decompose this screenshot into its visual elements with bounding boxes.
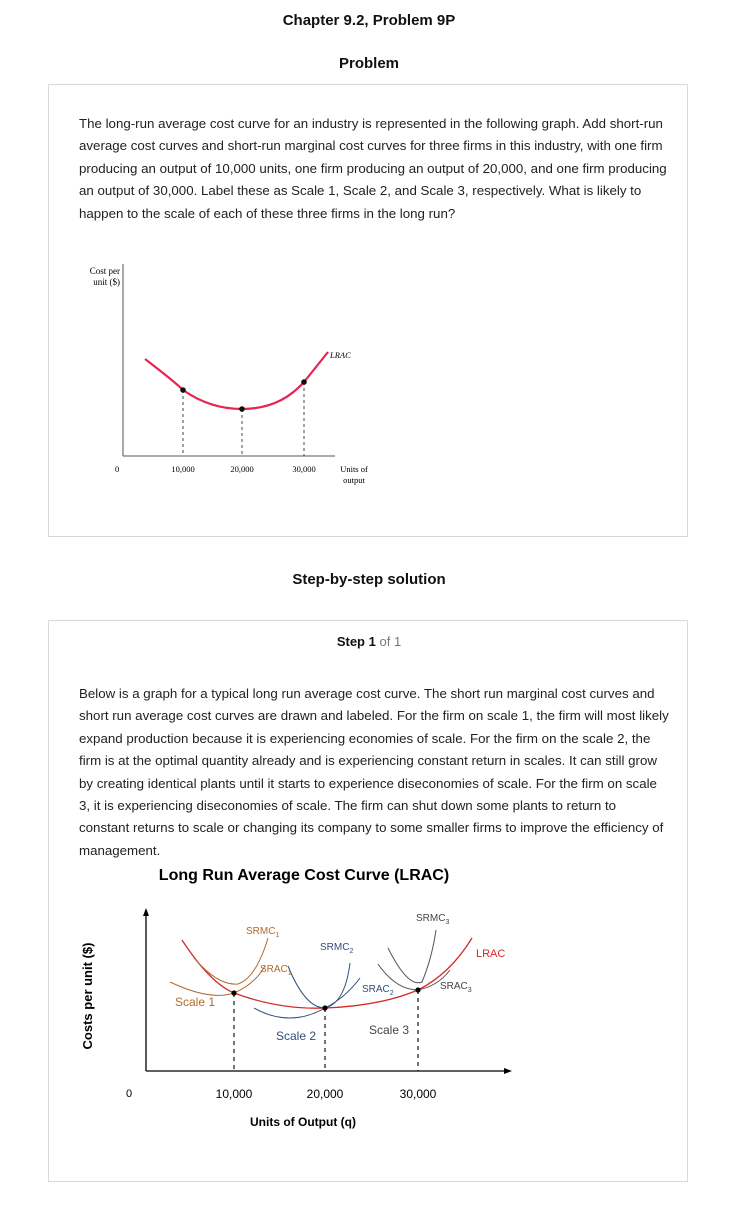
step-of: of 1 — [379, 634, 402, 649]
srmc1-curve — [193, 937, 269, 985]
solution-xtick-1: 10,000 — [216, 1087, 253, 1101]
solution-origin: 0 — [126, 1088, 132, 1100]
step-indicator: Step 1 of 1 — [0, 634, 738, 649]
problem-section-title: Problem — [338, 55, 399, 72]
srmc3-curve — [387, 929, 437, 984]
solution-point-2 — [322, 1005, 328, 1011]
step-number: 1 — [368, 634, 376, 649]
problem-xlabel-1: Units of — [340, 464, 368, 474]
scale3-label: Scale 3 — [369, 1023, 409, 1037]
problem-text: The long-run average cost curve for an i… — [79, 116, 667, 221]
solution-section-title: Step-by-step solution — [292, 571, 446, 588]
problem-point-2 — [239, 406, 245, 412]
solution-y-arrow — [143, 908, 149, 916]
solution-x-arrow — [504, 1068, 512, 1074]
srac3-label: SRAC3 — [440, 981, 472, 994]
problem-graph-origin: 0 — [115, 464, 119, 474]
step-word: Step — [336, 634, 365, 649]
srac2-label: SRAC2 — [362, 984, 394, 997]
chapter-title: Chapter 9.2, Problem 9P — [282, 12, 456, 29]
srmc3-label: SRMC3 — [416, 913, 449, 926]
problem-lrac-curve — [144, 351, 329, 411]
solution-card — [48, 620, 688, 1182]
scale2-label: Scale 2 — [276, 1029, 316, 1043]
problem-graph-ylabel-1: Cost per — [90, 266, 120, 276]
solution-point-1 — [231, 990, 237, 996]
problem-xtick-1: 10,000 — [171, 464, 194, 474]
solution-xtick-3: 30,000 — [400, 1087, 437, 1101]
solution-y-label: Costs per unit ($) — [80, 943, 95, 1050]
problem-xtick-3: 30,000 — [292, 464, 315, 474]
srmc2-curve — [287, 962, 351, 1009]
problem-xlabel-2: output — [343, 475, 365, 485]
srac1-curve — [169, 965, 266, 996]
solution-lrac-label: LRAC — [476, 948, 505, 960]
solution-graph: Long Run Average Cost Curve (LRAC) Costs… — [80, 867, 512, 1129]
problem-graph: Cost per unit ($) LRAC 0 10,000 20,000 3… — [90, 264, 368, 485]
srac2-curve — [253, 977, 361, 1019]
solution-xtick-2: 20,000 — [307, 1087, 344, 1101]
solution-point-3 — [415, 987, 421, 993]
srmc1-label: SRMC1 — [246, 926, 279, 939]
problem-point-1 — [180, 387, 186, 393]
srmc2-label: SRMC2 — [320, 942, 353, 955]
problem-xtick-2: 20,000 — [230, 464, 253, 474]
problem-point-3 — [301, 379, 307, 385]
scale1-label: Scale 1 — [175, 995, 215, 1009]
srac1-label: SRAC1 — [260, 964, 292, 977]
problem-graph-ylabel-2: unit ($) — [93, 277, 120, 287]
solution-graph-title: Long Run Average Cost Curve (LRAC) — [159, 867, 449, 884]
solution-text: Below is a graph for a typical long run … — [79, 686, 669, 858]
solution-x-label: Units of Output (q) — [250, 1115, 356, 1129]
problem-card — [48, 84, 688, 537]
problem-lrac-label: LRAC — [329, 350, 351, 360]
